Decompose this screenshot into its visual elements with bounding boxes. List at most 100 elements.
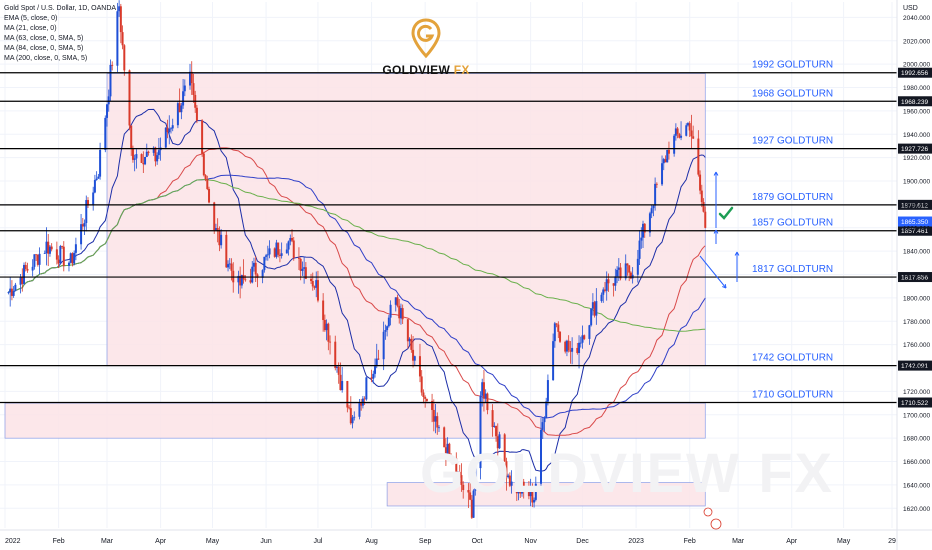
candle-body xyxy=(316,280,319,301)
candle-body xyxy=(607,279,610,284)
location-pin-icon xyxy=(411,18,441,59)
y-tick-label: 1740.000 xyxy=(903,366,930,373)
candle-body xyxy=(412,349,415,361)
x-tick-label: Aug xyxy=(365,538,378,545)
candle-body xyxy=(33,254,36,267)
candle-body xyxy=(399,308,402,319)
level-price-tag xyxy=(898,67,932,78)
candle-body xyxy=(375,358,378,367)
candle-body xyxy=(479,395,482,469)
candle-body xyxy=(227,264,230,268)
y-tick-label: 1720.000 xyxy=(903,389,930,396)
level-price-label: 1817.856 xyxy=(901,275,928,282)
candle-body xyxy=(666,150,669,163)
level-goldturn-label: 1817 GOLDTURN xyxy=(752,264,833,275)
check-icon xyxy=(718,206,734,220)
arrow-up-short-head xyxy=(713,229,719,234)
candle-body xyxy=(690,130,693,137)
level-price-tag xyxy=(898,96,932,107)
indicator-ema5: EMA (5, close, 0) xyxy=(4,15,58,22)
candle-body xyxy=(346,381,349,408)
candle-body xyxy=(413,356,416,361)
candle-body xyxy=(697,138,700,175)
candle-body xyxy=(164,127,167,148)
candle-body xyxy=(69,253,72,263)
candle-body xyxy=(387,317,390,327)
candle-body xyxy=(220,234,223,246)
candle-body xyxy=(292,240,295,258)
candle-body xyxy=(576,347,579,353)
currency-label: USD xyxy=(903,5,918,12)
candle-body xyxy=(616,269,619,277)
candle-body xyxy=(571,347,574,352)
candle-body xyxy=(43,253,46,254)
candle-body xyxy=(251,266,254,283)
lightning-icon xyxy=(703,507,713,517)
indicator-ma84: MA (84, close, 0, SMA, 5) xyxy=(4,45,84,52)
candle-body xyxy=(515,481,518,494)
y-tick-label: 2000.000 xyxy=(903,62,930,69)
candle-body xyxy=(67,262,70,266)
candle-body xyxy=(664,159,667,163)
candle-body xyxy=(699,174,702,191)
candle-body xyxy=(201,120,204,154)
price-axis: 1620.000 1640.000 1660.000 1680.000 1700.000… xyxy=(896,0,930,550)
candle-body xyxy=(50,246,53,250)
time-axis: 2022 Feb Mar Apr May Jun Jul Aug Sep Oct Nov Dec 202… xyxy=(0,529,932,545)
candle-body xyxy=(628,265,631,273)
candle-body xyxy=(541,422,544,430)
y-tick-label: 1840.000 xyxy=(903,249,930,256)
candle-body xyxy=(519,483,522,494)
candle-body xyxy=(93,180,96,193)
candle-body xyxy=(484,393,487,399)
x-tick-label: Apr xyxy=(786,538,798,545)
candle-body xyxy=(244,279,247,281)
candle-body xyxy=(152,147,155,153)
candle-body xyxy=(216,228,219,232)
candle-body xyxy=(579,342,582,344)
candle-body xyxy=(121,32,124,46)
x-tick-label: Dec xyxy=(576,538,589,545)
candle-body xyxy=(83,223,86,227)
candle-body xyxy=(472,490,475,518)
y-tick-label: 1800.000 xyxy=(903,295,930,302)
candle-body xyxy=(182,91,185,106)
candle-body xyxy=(474,468,477,491)
candle-body xyxy=(57,259,60,264)
candle-body xyxy=(275,242,278,257)
candle-body xyxy=(104,117,107,150)
candle-body xyxy=(529,487,532,497)
candle-body xyxy=(394,297,397,305)
x-tick-label: Nov xyxy=(524,538,537,545)
candle-body xyxy=(144,156,147,165)
y-tick-label: 1980.000 xyxy=(903,85,930,92)
candle-body xyxy=(382,331,385,360)
candle-body xyxy=(59,246,62,264)
candle-body xyxy=(23,264,26,284)
level-price-tag xyxy=(898,143,932,154)
candle-body xyxy=(365,377,368,400)
candle-body xyxy=(591,302,594,309)
candle-body xyxy=(436,416,439,428)
candle-body xyxy=(273,248,276,257)
candle-body xyxy=(301,268,304,271)
candle-body xyxy=(80,224,83,245)
candle-body xyxy=(510,481,513,486)
candle-body xyxy=(498,434,501,449)
candle-body xyxy=(228,263,231,265)
level-goldturn-label: 1927 GOLDTURN xyxy=(752,136,833,147)
level-price-label: 1857.461 xyxy=(901,228,928,235)
candle-body xyxy=(341,381,344,391)
candle-body xyxy=(92,192,95,206)
candle-body xyxy=(7,292,10,294)
candle-body xyxy=(503,434,506,462)
level-goldturn-label: 1879 GOLDTURN xyxy=(752,192,833,203)
candle-body xyxy=(86,200,89,206)
candle-body xyxy=(265,255,268,257)
candle-body xyxy=(688,123,691,131)
candle-body xyxy=(481,382,484,396)
y-tick-label: 1920.000 xyxy=(903,155,930,162)
candle-body xyxy=(643,223,646,233)
candle-body xyxy=(569,350,572,352)
